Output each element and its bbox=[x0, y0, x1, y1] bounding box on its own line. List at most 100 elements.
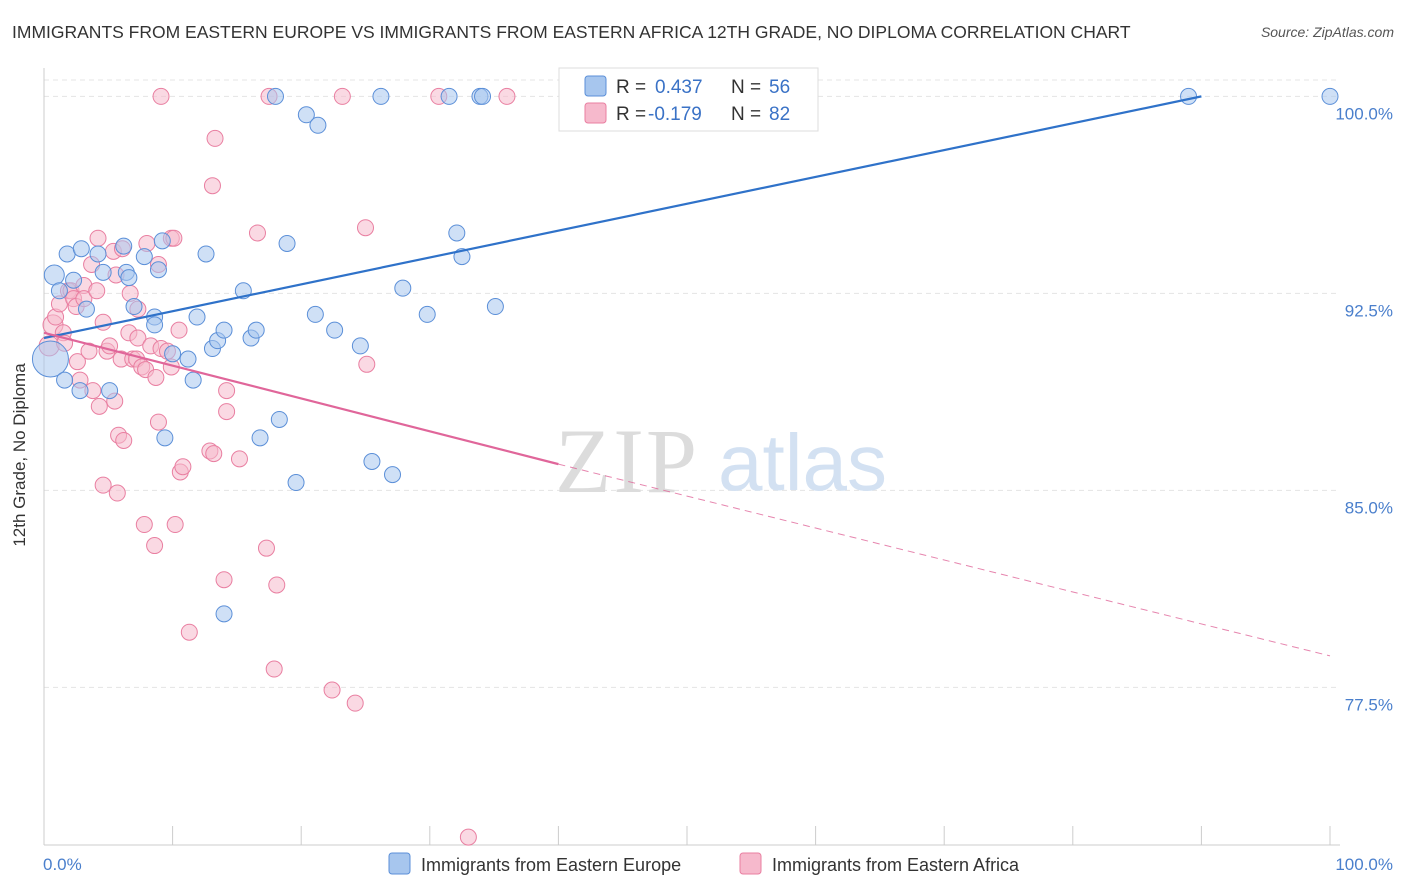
y-tick-label: 77.5% bbox=[1345, 695, 1393, 714]
eastern-europe-point bbox=[71, 382, 89, 400]
eastern-europe-point bbox=[372, 87, 390, 105]
eastern-europe-point bbox=[440, 87, 458, 105]
eastern-africa-point bbox=[323, 681, 341, 699]
eastern-europe-point bbox=[135, 248, 153, 266]
bottom-legend-label-blue: Immigrants from Eastern Europe bbox=[421, 855, 681, 875]
eastern-africa-point bbox=[203, 177, 221, 195]
eastern-europe-point bbox=[309, 116, 327, 134]
eastern-europe-point bbox=[394, 279, 412, 297]
eastern-europe-point bbox=[297, 106, 315, 124]
source-label: Source: ZipAtlas.com bbox=[1260, 24, 1394, 40]
eastern-africa-points bbox=[38, 87, 516, 846]
eastern-africa-point bbox=[248, 224, 266, 242]
eastern-africa-point bbox=[357, 219, 374, 237]
eastern-europe-point bbox=[270, 410, 288, 428]
eastern-africa-point bbox=[268, 576, 286, 594]
x-tick-label-max: 100.0% bbox=[1335, 855, 1393, 874]
eastern-europe-point bbox=[215, 605, 233, 623]
eastern-europe-point bbox=[197, 245, 215, 263]
eastern-africa-point bbox=[149, 413, 167, 431]
eastern-europe-point bbox=[326, 321, 344, 339]
eastern-europe-trendline bbox=[43, 95, 1202, 340]
eastern-europe-point bbox=[486, 298, 504, 316]
legend-n-label-blue: N = bbox=[731, 77, 761, 98]
eastern-europe-point bbox=[94, 263, 112, 281]
eastern-europe-point bbox=[89, 245, 107, 263]
eastern-africa-point bbox=[346, 694, 364, 712]
eastern-europe-point bbox=[266, 87, 284, 105]
eastern-africa-point bbox=[218, 403, 236, 421]
eastern-europe-point bbox=[306, 305, 324, 323]
top-legend-swatch-blue bbox=[584, 75, 607, 97]
legend-r-value-blue: 0.437 bbox=[655, 77, 703, 98]
eastern-africa-point bbox=[174, 458, 192, 476]
eastern-europe-point bbox=[474, 87, 492, 105]
bottom-legend-swatch-pink bbox=[739, 852, 762, 875]
eastern-africa-point bbox=[89, 229, 107, 247]
watermark-zip: ZIP bbox=[555, 410, 699, 512]
eastern-africa-point bbox=[205, 445, 223, 463]
legend-n-value-blue: 56 bbox=[769, 77, 790, 98]
trend-lines bbox=[43, 95, 1331, 657]
axes bbox=[43, 68, 1340, 846]
eastern-europe-point bbox=[164, 345, 182, 363]
eastern-europe-point bbox=[247, 321, 265, 339]
eastern-europe-point bbox=[363, 453, 381, 470]
eastern-africa-point bbox=[129, 329, 147, 347]
legend-r-label-blue: R = bbox=[616, 77, 646, 98]
legend-r-label-pink: R = bbox=[616, 104, 646, 125]
eastern-europe-point bbox=[153, 232, 171, 250]
watermark-atlas: atlas bbox=[718, 418, 887, 507]
eastern-africa-point bbox=[459, 828, 477, 846]
eastern-africa-point bbox=[230, 450, 248, 468]
legend-r-value-pink: -0.179 bbox=[648, 104, 702, 125]
eastern-europe-point bbox=[56, 371, 74, 389]
eastern-europe-point bbox=[43, 264, 65, 286]
eastern-europe-point bbox=[72, 240, 90, 258]
eastern-europe-point bbox=[251, 429, 269, 447]
eastern-africa-point bbox=[333, 87, 351, 105]
eastern-africa-point bbox=[180, 623, 198, 641]
eastern-africa-point bbox=[498, 87, 516, 105]
eastern-europe-point bbox=[65, 271, 83, 289]
eastern-europe-point bbox=[1180, 87, 1198, 105]
top-legend: R = 0.437 N = 56 R = -0.179 N = 82 bbox=[558, 67, 819, 132]
eastern-europe-point bbox=[184, 371, 202, 389]
eastern-africa-point bbox=[115, 431, 133, 449]
eastern-africa-point bbox=[358, 355, 376, 373]
bottom-legend-label-pink: Immigrants from Eastern Africa bbox=[772, 855, 1020, 875]
eastern-europe-point bbox=[351, 337, 369, 355]
eastern-africa-point bbox=[215, 571, 233, 589]
eastern-africa-point bbox=[88, 282, 106, 300]
eastern-europe-point bbox=[149, 261, 167, 279]
eastern-africa-point bbox=[108, 484, 126, 502]
eastern-europe-point bbox=[115, 237, 133, 255]
eastern-europe-point bbox=[31, 340, 69, 378]
eastern-africa-point bbox=[265, 660, 283, 678]
eastern-africa-point bbox=[206, 129, 224, 147]
y-tick-label: 92.5% bbox=[1345, 301, 1393, 320]
eastern-europe-point bbox=[101, 382, 119, 400]
bottom-legend: Immigrants from Eastern Europe Immigrant… bbox=[388, 852, 1020, 875]
eastern-africa-point bbox=[68, 353, 86, 371]
eastern-africa-point bbox=[166, 516, 184, 534]
eastern-europe-point bbox=[156, 429, 174, 447]
eastern-africa-point bbox=[146, 537, 164, 555]
eastern-africa-point bbox=[90, 397, 108, 415]
eastern-europe-point bbox=[215, 321, 233, 339]
y-tick-label: 100.0% bbox=[1335, 104, 1393, 123]
eastern-europe-points bbox=[31, 87, 1339, 623]
eastern-europe-point bbox=[188, 308, 206, 326]
eastern-europe-point bbox=[278, 234, 296, 252]
chart-title: IMMIGRANTS FROM EASTERN EUROPE VS IMMIGR… bbox=[12, 22, 1131, 42]
eastern-europe-point bbox=[418, 305, 436, 323]
eastern-europe-point bbox=[125, 298, 143, 316]
legend-n-value-pink: 82 bbox=[769, 104, 790, 125]
x-tick-label-min: 0.0% bbox=[43, 855, 82, 874]
eastern-europe-point bbox=[1321, 87, 1339, 105]
eastern-africa-point bbox=[170, 321, 188, 339]
eastern-europe-point bbox=[50, 282, 68, 300]
eastern-europe-point bbox=[179, 350, 197, 368]
eastern-europe-point bbox=[448, 224, 466, 242]
